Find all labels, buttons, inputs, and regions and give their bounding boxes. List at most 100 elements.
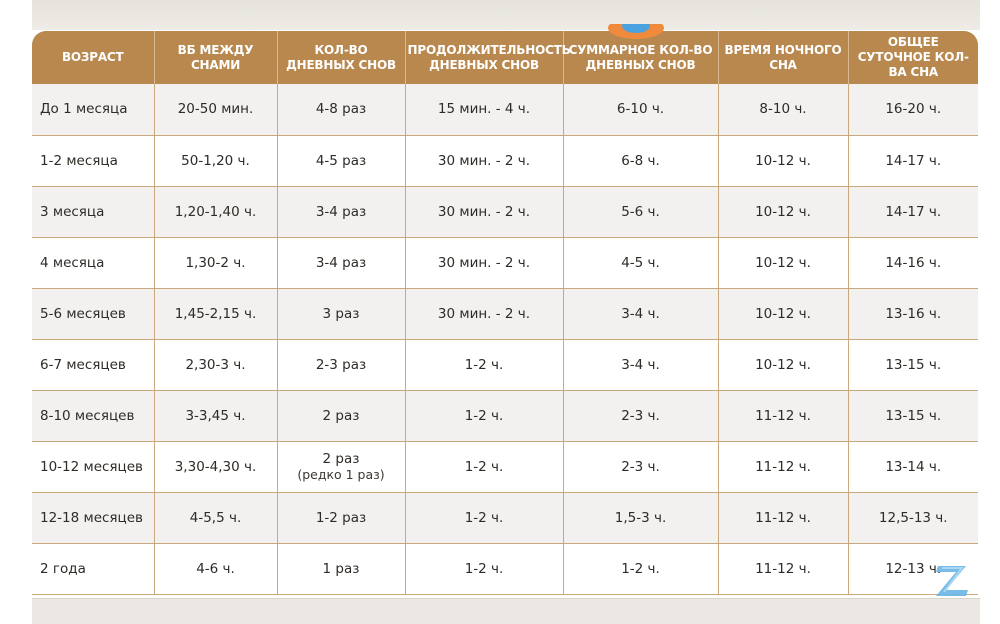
cell-daily-total: 14-16 ч. [848, 237, 978, 289]
cell-nap-duration: 1-2 ч. [405, 339, 564, 391]
cell-day-sleep-total-value: 6-10 ч. [616, 101, 665, 118]
table-row: 4 месяца 1,30-2 ч. 3-4 раз 30 мин. - 2 ч. 4-… [32, 237, 978, 289]
cell-age-value: 4 месяца [40, 254, 105, 271]
cell-wake-window-value: 4-5,5 ч. [189, 509, 242, 526]
cell-daily-total: 14-17 ч. [848, 135, 978, 187]
cell-age: 2 года [32, 543, 155, 595]
cell-nap-duration-value: 1-2 ч. [464, 458, 504, 475]
cell-wake-window-value: 1,45-2,15 ч. [174, 305, 257, 322]
cell-night-sleep: 10-12 ч. [718, 135, 849, 187]
cell-night-sleep: 10-12 ч. [718, 237, 849, 289]
cell-daily-total-value: 12-13 ч. [885, 560, 942, 577]
cell-age-value: 1-2 месяца [40, 152, 118, 169]
header-nap-duration: Продолжительность дневных снов [405, 31, 571, 84]
cell-daily-total: 12,5-13 ч. [848, 492, 978, 544]
cell-day-sleep-total: 2-3 ч. [563, 441, 719, 493]
cell-nap-count: 4-8 раз [277, 84, 406, 136]
cell-wake-window-value: 4-6 ч. [196, 560, 235, 577]
cell-nap-count: 4-5 раз [277, 135, 406, 187]
cell-nap-duration-value: 30 мин. - 2 ч. [437, 305, 531, 322]
header-age: Возраст [32, 31, 155, 84]
cell-age-value: 3 месяца [40, 203, 105, 220]
cell-daily-total-value: 13-15 ч. [885, 356, 942, 373]
cell-night-sleep: 8-10 ч. [718, 84, 849, 136]
cell-wake-window-value: 3,30-4,30 ч. [174, 458, 257, 475]
cell-night-sleep: 10-12 ч. [718, 186, 849, 238]
table-row: 1-2 месяца 50-1,20 ч. 4-5 раз 30 мин. - 2 ч… [32, 135, 978, 187]
cell-daily-total-value: 12,5-13 ч. [878, 509, 948, 526]
cell-nap-duration-value: 30 мин. - 2 ч. [437, 254, 531, 271]
cell-day-sleep-total: 1,5-3 ч. [563, 492, 719, 544]
page-top-edge [32, 0, 980, 30]
cell-nap-duration-value: 30 мин. - 2 ч. [437, 203, 531, 220]
header-wake-window: ВБ между снами [154, 31, 278, 84]
cell-night-sleep-value: 10-12 ч. [755, 356, 811, 373]
page-bottom-edge [32, 598, 980, 624]
table-body: До 1 месяца 20-50 мин. 4-8 раз 15 мин. - 4 … [32, 84, 978, 595]
header-day-sleep-total: Суммарное кол-во дневных снов [563, 31, 719, 84]
cell-nap-count: 2-3 раз [277, 339, 406, 391]
cell-wake-window-value: 1,30-2 ч. [185, 254, 246, 271]
cell-age-value: 2 года [40, 560, 86, 577]
header-row: Возраст ВБ между снами Кол-во дневных сн… [32, 31, 978, 84]
cell-day-sleep-total-value: 1-2 ч. [621, 560, 660, 577]
cell-night-sleep: 11-12 ч. [718, 543, 849, 595]
cell-wake-window-value: 20-50 мин. [177, 101, 254, 118]
cell-age-value: 6-7 месяцев [40, 356, 126, 373]
cell-day-sleep-total: 3-4 ч. [563, 339, 719, 391]
cell-nap-count-value: 3-4 раз [315, 254, 367, 271]
cell-daily-total: 13-15 ч. [848, 390, 978, 442]
cell-night-sleep-value: 10-12 ч. [755, 254, 811, 271]
cell-age: 4 месяца [32, 237, 155, 289]
cell-nap-count-value: 1 раз [322, 560, 360, 577]
sleep-norms-table: Возраст ВБ между снами Кол-во дневных сн… [32, 31, 978, 595]
cell-nap-duration: 30 мин. - 2 ч. [405, 135, 564, 187]
cell-wake-window: 2,30-3 ч. [154, 339, 278, 391]
table-row: 5-6 месяцев 1,45-2,15 ч. 3 раз 30 мин. - 2 … [32, 288, 978, 340]
cell-day-sleep-total-value: 5-6 ч. [621, 203, 660, 220]
cell-day-sleep-total: 6-8 ч. [563, 135, 719, 187]
cell-day-sleep-total-value: 2-3 ч. [621, 458, 660, 475]
cell-nap-count-note: (редко 1 раз) [297, 466, 385, 482]
cell-nap-count: 1-2 раз [277, 492, 406, 544]
cell-daily-total-value: 14-17 ч. [885, 152, 942, 169]
cell-daily-total-value: 13-14 ч. [885, 458, 942, 475]
cell-age: 10-12 месяцев [32, 441, 155, 493]
cell-day-sleep-total: 4-5 ч. [563, 237, 719, 289]
cell-night-sleep-value: 11-12 ч. [755, 407, 811, 424]
table-row: 3 месяца 1,20-1,40 ч. 3-4 раз 30 мин. - 2 ч… [32, 186, 978, 238]
cell-daily-total: 13-15 ч. [848, 339, 978, 391]
mascot-icon [608, 24, 664, 39]
cell-nap-count: 3-4 раз [277, 186, 406, 238]
cell-wake-window: 4-6 ч. [154, 543, 278, 595]
cell-night-sleep: 11-12 ч. [718, 390, 849, 442]
cell-day-sleep-total-value: 2-3 ч. [621, 407, 660, 424]
cell-day-sleep-total-value: 4-5 ч. [621, 254, 660, 271]
cell-nap-count-value: 2 раз [322, 450, 360, 467]
cell-night-sleep-value: 10-12 ч. [755, 305, 811, 322]
cell-day-sleep-total: 5-6 ч. [563, 186, 719, 238]
cell-daily-total-value: 16-20 ч. [885, 101, 942, 118]
cell-wake-window: 4-5,5 ч. [154, 492, 278, 544]
cell-nap-count-value: 1-2 раз [315, 509, 367, 526]
cell-nap-duration-value: 1-2 ч. [464, 509, 504, 526]
cell-nap-duration-value: 15 мин. - 4 ч. [437, 101, 531, 118]
cell-nap-count: 1 раз [277, 543, 406, 595]
cell-daily-total: 14-17 ч. [848, 186, 978, 238]
cell-daily-total: 13-16 ч. [848, 288, 978, 340]
cell-daily-total: 12-13 ч. [848, 543, 978, 595]
cell-day-sleep-total: 2-3 ч. [563, 390, 719, 442]
cell-wake-window-value: 2,30-3 ч. [185, 356, 246, 373]
cell-age: До 1 месяца [32, 84, 155, 136]
table-row: 8-10 месяцев 3-3,45 ч. 2 раз 1-2 ч. 2-3 ч. 11… [32, 390, 978, 442]
cell-nap-count-value: 3-4 раз [315, 203, 367, 220]
cell-nap-duration: 15 мин. - 4 ч. [405, 84, 564, 136]
cell-nap-count: 2 раз (редко 1 раз) [277, 441, 406, 493]
cell-age: 12-18 месяцев [32, 492, 155, 544]
cell-nap-count: 3-4 раз [277, 237, 406, 289]
cell-day-sleep-total: 1-2 ч. [563, 543, 719, 595]
table-row: До 1 месяца 20-50 мин. 4-8 раз 15 мин. - 4 … [32, 84, 978, 136]
cell-nap-duration: 1-2 ч. [405, 543, 564, 595]
cell-day-sleep-total-value: 3-4 ч. [621, 305, 660, 322]
table-header: Возраст ВБ между снами Кол-во дневных сн… [32, 31, 978, 84]
